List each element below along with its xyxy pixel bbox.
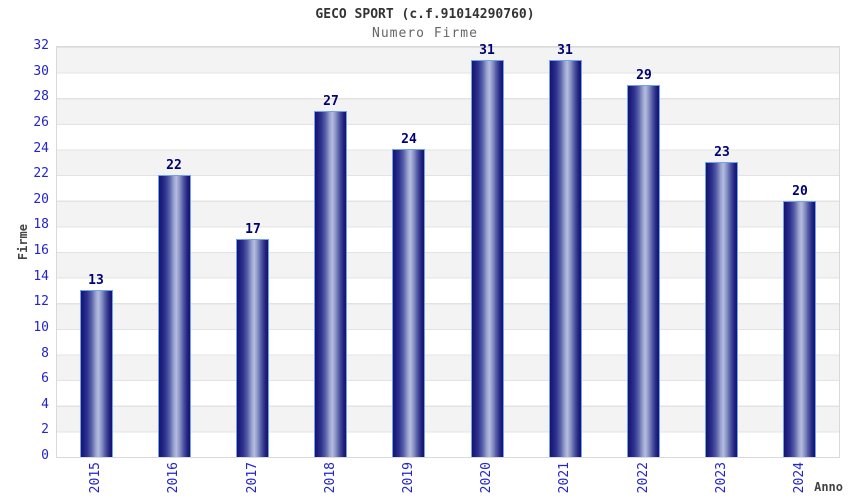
x-tick-label: 2018 [323, 462, 338, 494]
y-tick-label: 20 [33, 192, 49, 207]
x-tick-label: 2024 [792, 462, 807, 494]
chart-title: GECO SPORT (c.f.91014290760) [315, 7, 535, 22]
y-tick-label: 14 [33, 269, 49, 284]
bar-value-label: 20 [792, 184, 808, 199]
bar-value-label: 23 [714, 145, 730, 160]
x-tick-label: 2015 [88, 462, 103, 494]
bar-2020 [471, 60, 504, 457]
bar-value-label: 31 [557, 43, 573, 58]
bar-2015 [80, 290, 113, 457]
y-tick-label: 26 [33, 115, 49, 130]
x-axis-title: Anno [814, 480, 843, 494]
x-tick-label: 2017 [245, 462, 260, 494]
bar-value-label: 13 [88, 273, 104, 288]
bar-value-label: 24 [401, 132, 417, 147]
y-tick-label: 22 [33, 166, 49, 181]
y-tick-label: 28 [33, 89, 49, 104]
bar-2023 [705, 162, 738, 457]
x-tick-label: 2022 [636, 462, 651, 494]
chart-subtitle: Numero Firme [372, 26, 478, 41]
y-tick-label: 0 [41, 448, 49, 463]
bar-2017 [236, 239, 269, 457]
y-tick-label: 10 [33, 320, 49, 335]
x-tick-label: 2021 [557, 462, 572, 494]
y-tick-label: 32 [33, 38, 49, 53]
y-tick-label: 8 [41, 346, 49, 361]
x-axis: 2015 2016 2017 2018 2019 2020 2021 2022 2023 2024 [57, 462, 839, 500]
bar-value-label: 27 [323, 94, 339, 109]
bar-2018 [314, 111, 347, 457]
bar-value-label: 31 [479, 43, 495, 58]
bar-value-label: 22 [166, 158, 182, 173]
x-tick-label: 2023 [714, 462, 729, 494]
y-tick-label: 16 [33, 243, 49, 258]
bar-2019 [392, 149, 425, 457]
bar-value-label: 29 [636, 68, 652, 83]
y-tick-label: 24 [33, 141, 49, 156]
x-tick-label: 2016 [166, 462, 181, 494]
y-tick-label: 30 [33, 64, 49, 79]
y-tick-label: 2 [41, 422, 49, 437]
bar-2016 [158, 175, 191, 457]
y-tick-label: 12 [33, 294, 49, 309]
x-tick-label: 2019 [401, 462, 416, 494]
y-tick-label: 18 [33, 217, 49, 232]
bar-2021 [549, 60, 582, 457]
y-tick-label: 6 [41, 371, 49, 386]
bar-value-label: 17 [245, 222, 261, 237]
y-axis: 0 2 4 6 8 10 12 14 16 18 20 22 24 26 28 30 32 [0, 38, 49, 463]
bar-2024 [783, 201, 816, 457]
bar-2022 [627, 85, 660, 457]
x-tick-label: 2020 [479, 462, 494, 494]
y-tick-label: 4 [41, 397, 49, 412]
plot-area: 13 22 17 27 24 31 31 29 23 20 [56, 43, 840, 458]
